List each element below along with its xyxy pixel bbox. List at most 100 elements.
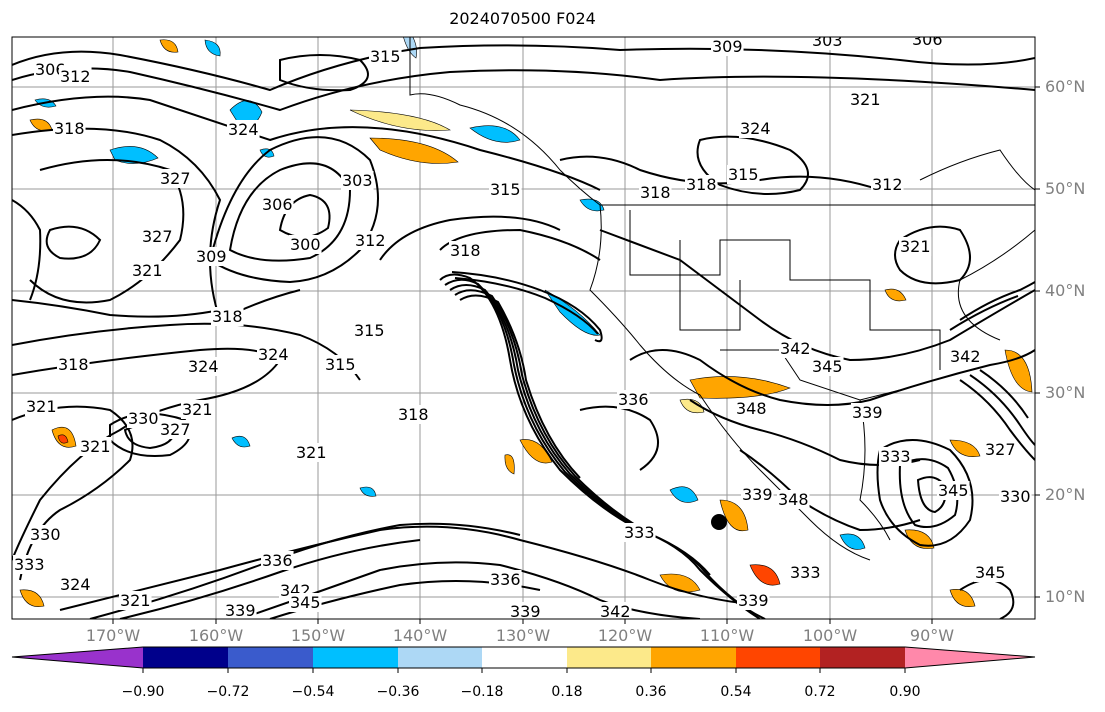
contour-label: 345: [290, 593, 321, 612]
contour-label: 345: [975, 563, 1006, 582]
contour-label: 339: [742, 485, 773, 504]
contour-label: 336: [618, 390, 649, 409]
contour-label: 327: [985, 440, 1016, 459]
contour-label-halo: [127, 409, 160, 428]
contour-label: 312: [60, 67, 91, 86]
contour-label: 324: [740, 119, 771, 138]
colorbar-segment: [143, 647, 228, 668]
contour-label-halo: [131, 261, 164, 280]
colorbar-tick-label: −0.90: [121, 684, 165, 700]
contour-label-halo: [227, 120, 260, 139]
contour-label-halo: [871, 175, 904, 194]
storm-marker: [711, 514, 727, 530]
contour-label-halo: [851, 403, 884, 422]
contour-label-halo: [25, 397, 58, 416]
contour-label: 306: [262, 195, 293, 214]
contour-label-halo: [181, 400, 214, 419]
lon-label-150w: 150°W: [290, 626, 346, 645]
contour-label-halo: [617, 390, 650, 409]
lon-label-170w: 170°W: [85, 626, 141, 645]
contour-label-halo: [257, 345, 290, 364]
contour-label-halo: [397, 405, 430, 424]
lon-label-100w: 100°W: [802, 626, 858, 645]
contour-label: 330: [1000, 487, 1031, 506]
contour-label: 327: [142, 227, 173, 246]
contour-label: 318: [398, 405, 429, 424]
colorbar-segment: [228, 647, 313, 668]
contour-label-halo: [974, 563, 1007, 582]
lat-label-10n: 10°N: [1045, 587, 1086, 606]
contour-label-halo: [777, 490, 810, 509]
contour-label: 321: [120, 591, 151, 610]
contour-label-halo: [811, 357, 844, 376]
contour-label-halo: [509, 602, 542, 619]
contour-label-halo: [211, 307, 244, 326]
contour-label-halo: [119, 591, 152, 610]
colorbar-tick-label: 0.90: [889, 684, 921, 700]
contour-label: 318: [58, 355, 89, 374]
contour-label: 318: [686, 175, 717, 194]
contour-label: 321: [80, 437, 111, 456]
contour-label: 321: [132, 261, 163, 280]
contour-label: 333: [624, 523, 655, 542]
contour-label: 321: [900, 237, 931, 256]
contour-label: 309: [712, 37, 743, 56]
lon-label-140w: 140°W: [392, 626, 448, 645]
contour-label: 318: [640, 183, 671, 202]
contour-label: 309: [196, 247, 227, 266]
contour-label: 348: [736, 399, 767, 418]
lon-label-90w: 90°W: [909, 626, 955, 645]
lon-label-130w: 130°W: [495, 626, 551, 645]
contour-label-halo: [737, 591, 770, 610]
contour-label-halo: [353, 321, 386, 340]
contour-label: 318: [212, 307, 243, 326]
contour-label-halo: [811, 37, 844, 50]
axis-ticks: [112, 86, 1040, 624]
contour-label-halo: [739, 119, 772, 138]
contour-label-halo: [449, 241, 482, 260]
contour-label-halo: [741, 485, 774, 504]
lon-label-110w: 110°W: [699, 626, 755, 645]
contour-label: 342: [780, 339, 811, 358]
contour-label-halo: [261, 195, 294, 214]
contour-label: 321: [182, 400, 213, 419]
contour-label-halo: [141, 227, 174, 246]
contour-label-halo: [53, 119, 86, 138]
contour-label-halo: [685, 175, 718, 194]
contour-label-halo: [727, 165, 760, 184]
contour-label-halo: [623, 523, 656, 542]
contour-label: 303: [342, 171, 373, 190]
contour-label: 324: [228, 120, 259, 139]
contour-label-halo: [779, 339, 812, 358]
contour-label: 339: [738, 591, 769, 610]
contour-label: 315: [354, 321, 385, 340]
colorbar-segment: [482, 647, 567, 668]
contour-label: 321: [26, 397, 57, 416]
contour-label: 321: [296, 443, 327, 462]
contour-label: 306: [35, 60, 66, 79]
contour-label-halo: [34, 60, 67, 79]
contour-label: 327: [160, 420, 191, 439]
contour-label: 342: [600, 602, 631, 621]
colorbar-segment: [651, 647, 736, 668]
contour-label-halo: [911, 37, 944, 49]
contour-label-halo: [195, 247, 228, 266]
colorbar-segment: [736, 647, 820, 668]
contour-label: 342: [950, 347, 981, 366]
contour-label: 300: [290, 235, 321, 254]
contour-label: 315: [490, 180, 521, 199]
contour-label: 306: [912, 30, 943, 49]
colorbar-segment: [820, 647, 905, 668]
contour-label: 318: [450, 241, 481, 260]
lat-label-60n: 60°N: [1045, 77, 1086, 96]
lat-label-40n: 40°N: [1045, 281, 1086, 300]
contour-label-halo: [711, 37, 744, 56]
contour-label-halo: [849, 90, 882, 109]
contour-label-halo: [879, 447, 912, 466]
colorbar-tick-label: −0.36: [376, 684, 420, 700]
contour-label: 333: [790, 563, 821, 582]
contour-label-halo: [489, 180, 522, 199]
contour-label: 315: [325, 355, 356, 374]
colorbar-segment: [567, 647, 651, 668]
